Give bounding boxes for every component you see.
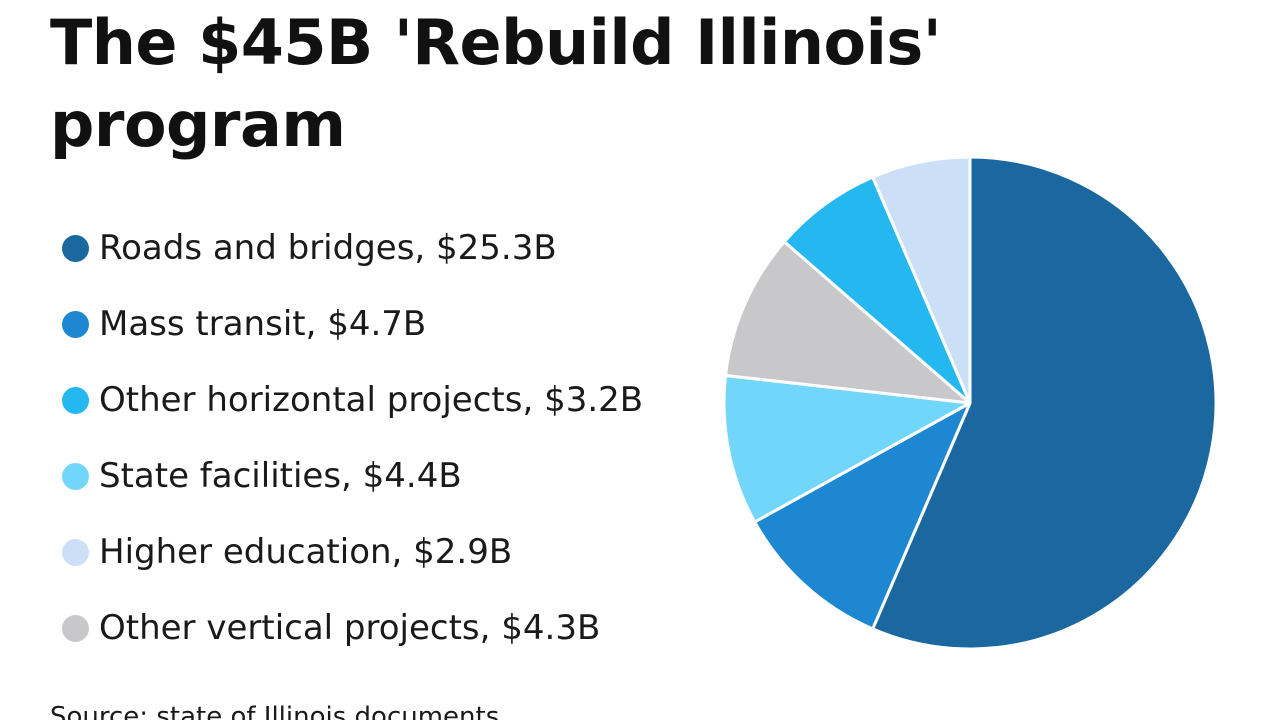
pie-chart [722,155,1218,651]
legend-swatch-state-facilities [62,462,89,490]
legend-swatch-roads-and-bridges [62,234,89,262]
legend-swatch-higher-education [62,538,89,566]
pie-slice-roads-and-bridges [871,155,1218,651]
chart-legend: Roads and bridges, $25.3B Mass transit, … [62,210,643,666]
legend-item-mass-transit: Mass transit, $4.7B [62,286,643,362]
legend-item-higher-education: Higher education, $2.9B [62,514,643,590]
legend-item-state-facilities: State facilities, $4.4B [62,438,643,514]
pie-slice-mass-transit [753,401,972,631]
legend-item-other-vertical-projects: Other vertical projects, $4.3B [62,590,643,666]
legend-label-higher-education: Higher education, $2.9B [99,532,513,572]
chart-title: The $45B 'Rebuild Illinois' program [50,6,942,161]
legend-label-mass-transit: Mass transit, $4.7B [99,304,427,344]
legend-swatch-other-vertical-projects [62,614,89,642]
pie-slice-other-horizontal-projects [782,175,972,405]
legend-label-state-facilities: State facilities, $4.4B [99,456,462,496]
legend-swatch-mass-transit [62,310,89,338]
legend-label-roads-and-bridges: Roads and bridges, $25.3B [99,228,557,268]
pie-slice-higher-education [871,155,972,405]
pie-slice-state-facilities [722,373,972,524]
source-note: Source: state of Illinois documents [50,702,500,720]
legend-label-other-horizontal-projects: Other horizontal projects, $3.2B [99,380,644,420]
pie-slices [722,155,1218,651]
legend-item-other-horizontal-projects: Other horizontal projects, $3.2B [62,362,643,438]
pie-slice-other-vertical-projects [724,240,972,405]
legend-item-roads-and-bridges: Roads and bridges, $25.3B [62,210,643,286]
legend-label-other-vertical-projects: Other vertical projects, $4.3B [99,608,601,648]
legend-swatch-other-horizontal-projects [62,386,89,414]
